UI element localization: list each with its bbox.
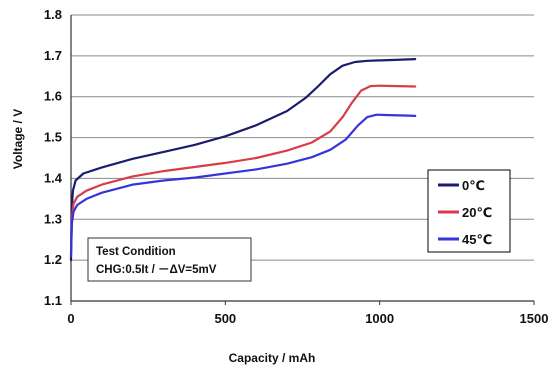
series-line-1 xyxy=(69,84,417,254)
x-tick-label-3: 1500 xyxy=(520,311,549,326)
y-tick-labels: 1.1 1.2 1.3 1.4 1.5 1.6 1.7 1.8 xyxy=(44,7,63,308)
y-tick-label-7: 1.8 xyxy=(44,7,62,22)
y-tick-label-5: 1.6 xyxy=(44,89,62,104)
y-axis-label: Voltage / V xyxy=(11,109,25,169)
legend-label-2: 45℃ xyxy=(462,232,492,247)
test-condition-detail: CHG:0.5It / －ΔV=5mV xyxy=(96,264,217,276)
series-line-2 xyxy=(69,113,417,258)
x-tick-label-2: 1000 xyxy=(365,311,394,326)
x-tick-label-1: 500 xyxy=(214,311,236,326)
legend-label-1: 20℃ xyxy=(462,205,492,220)
test-condition-title: Test Condition xyxy=(96,246,176,258)
y-tick-label-0: 1.1 xyxy=(44,293,62,308)
x-axis-label: Capacity / mAh xyxy=(229,351,316,365)
y-tick-label-3: 1.4 xyxy=(44,170,63,185)
y-tick-label-4: 1.5 xyxy=(44,130,62,145)
x-tick-labels: 0 500 1000 1500 xyxy=(67,301,548,326)
x-tick-label-0: 0 xyxy=(67,311,74,326)
test-condition-box: Test Condition CHG:0.5It / －ΔV=5mV xyxy=(87,237,252,282)
y-tick-label-6: 1.7 xyxy=(44,48,62,63)
test-condition-frame xyxy=(87,237,252,282)
legend: 0℃ 20℃ 45℃ xyxy=(427,169,511,253)
series-layer xyxy=(69,58,417,262)
y-tick-label-1: 1.2 xyxy=(44,252,62,267)
series-line-0 xyxy=(69,58,417,262)
y-tick-label-2: 1.3 xyxy=(44,211,62,226)
legend-label-0: 0℃ xyxy=(462,178,485,193)
